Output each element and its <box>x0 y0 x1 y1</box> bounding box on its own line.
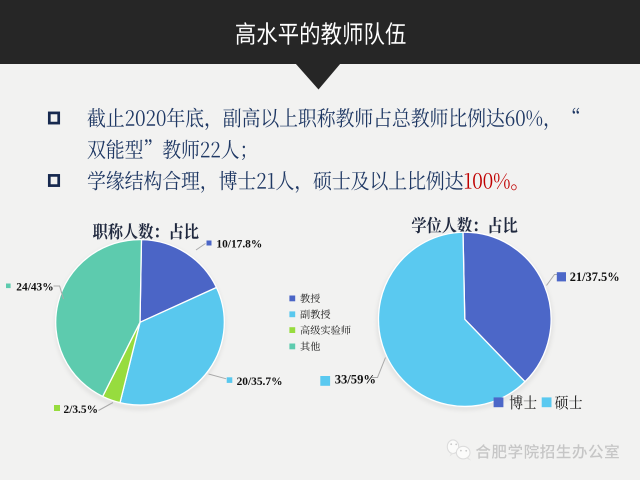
svg-text:33/59%: 33/59% <box>335 372 376 386</box>
svg-text:2/3.5%: 2/3.5% <box>64 404 99 416</box>
svg-text:21/37.5%: 21/37.5% <box>570 270 620 284</box>
svg-text:20/35.7%: 20/35.7% <box>237 376 283 388</box>
svg-text:24/43%: 24/43% <box>16 282 53 294</box>
svg-text:10/17.8%: 10/17.8% <box>216 239 262 251</box>
